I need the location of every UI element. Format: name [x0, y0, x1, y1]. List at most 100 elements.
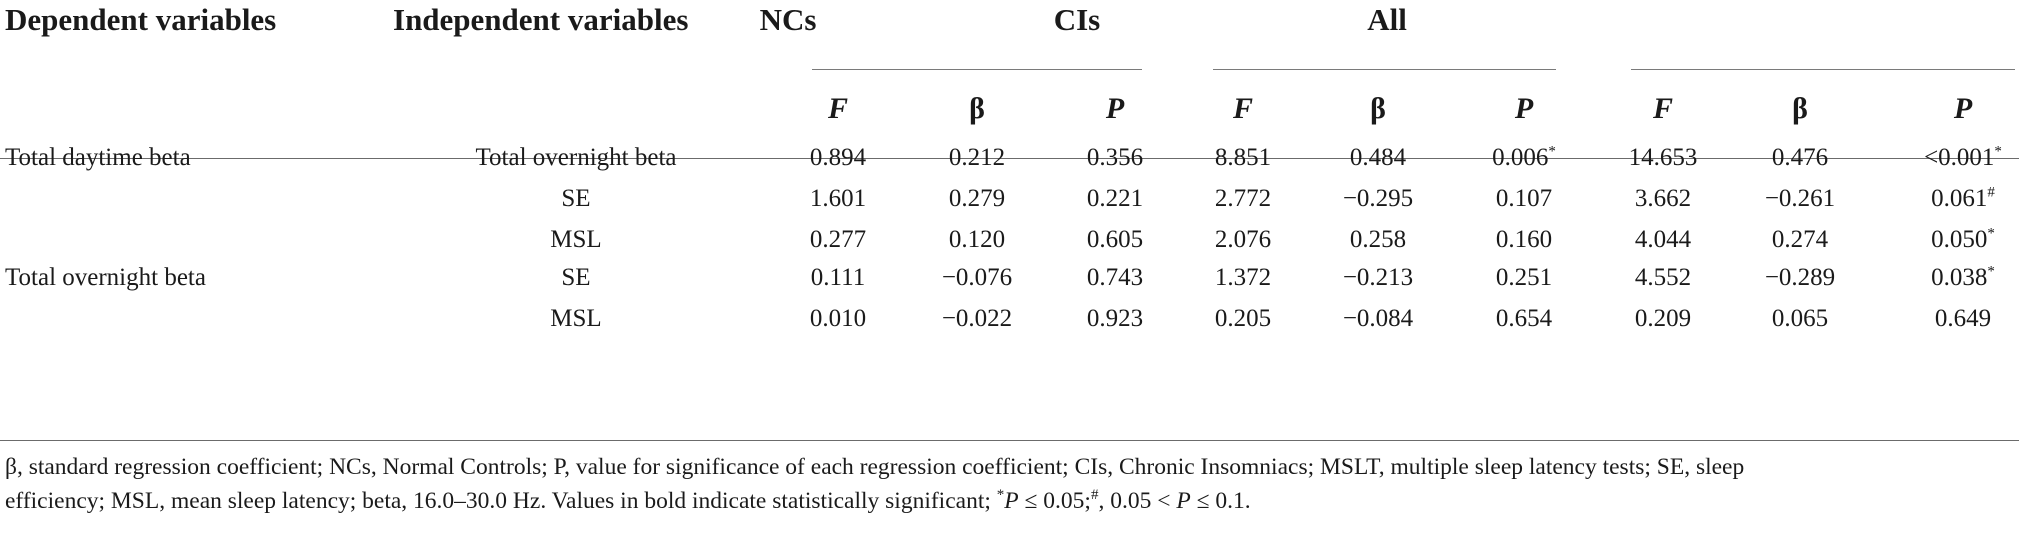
- subheader-all-beta: β: [1792, 92, 1808, 125]
- table-cell: 2.076: [1173, 226, 1313, 254]
- cell-value: 0.484: [1349, 144, 1407, 171]
- subheader-all-p: P: [1953, 92, 1973, 125]
- significance-mark: *: [1987, 225, 1995, 242]
- footnote-p-letter-2: P: [1176, 488, 1191, 514]
- table-cell: 0.356: [1045, 144, 1185, 172]
- table-cell: 0.743: [1045, 264, 1185, 292]
- cell-value: 0.065: [1771, 305, 1829, 332]
- cell-value: 0.649: [1934, 305, 1992, 332]
- table-cell: 4.552: [1593, 264, 1733, 292]
- cell-value: 0.894: [809, 144, 867, 171]
- table-bottom-rule: [0, 440, 2019, 441]
- table-cell: 0.277: [768, 226, 908, 254]
- table-cell: 0.923: [1045, 305, 1185, 333]
- row-independent-label: Total overnight beta: [475, 144, 677, 171]
- cell-value: 0.111: [810, 264, 866, 291]
- table-cell: 1.601: [768, 185, 908, 213]
- table-cell: 0.209: [1593, 305, 1733, 333]
- cell-value: 2.772: [1214, 185, 1272, 212]
- group-header-all: All: [1367, 2, 1407, 37]
- table-cell: 0.274: [1730, 226, 1870, 254]
- table-cell: −0.295: [1308, 185, 1448, 213]
- cell-value: 0.251: [1495, 264, 1553, 291]
- table-cell: 0.251: [1454, 264, 1594, 292]
- cell-value: 0.476: [1771, 144, 1829, 171]
- table-cell: −0.022: [907, 305, 1047, 333]
- table-cell: −0.084: [1308, 305, 1448, 333]
- cell-value: 0.605: [1086, 226, 1144, 253]
- table-cell: −0.213: [1308, 264, 1448, 292]
- significance-mark: *: [1994, 143, 2002, 160]
- table-cell: 0.221: [1045, 185, 1185, 213]
- group-rule-ncs: [812, 69, 1142, 70]
- cell-value: 0.010: [809, 305, 867, 332]
- cell-value: 0.279: [948, 185, 1006, 212]
- group-rule-all: [1631, 69, 2015, 70]
- footnote-text-c: , 0.05 <: [1098, 488, 1177, 514]
- row-independent-label: SE: [561, 264, 591, 291]
- cell-value: −0.261: [1764, 185, 1836, 212]
- table-cell: 0.120: [907, 226, 1047, 254]
- table-cell: 0.205: [1173, 305, 1313, 333]
- cell-value: 0.120: [948, 226, 1006, 253]
- table-cell: 0.279: [907, 185, 1047, 213]
- subheader-ncs-p: P: [1105, 92, 1125, 125]
- cell-value: 0.654: [1495, 305, 1553, 332]
- table-cell: 0.050*: [1893, 226, 2019, 254]
- cell-value: 2.076: [1214, 226, 1272, 253]
- cell-value: 0.274: [1771, 226, 1829, 253]
- table-cell: 0.258: [1308, 226, 1448, 254]
- cell-value: 3.662: [1634, 185, 1692, 212]
- header-dependent-variables: Dependent variables: [5, 2, 277, 37]
- table-cell: 0.649: [1893, 305, 2019, 333]
- table-cell: 0.111: [768, 264, 908, 292]
- significance-mark: #: [1987, 184, 1995, 201]
- group-header-cis: CIs: [1053, 2, 1101, 37]
- table-cell: 4.044: [1593, 226, 1733, 254]
- footnote-hash-symbol: #: [1090, 487, 1099, 504]
- table-cell: 0.160: [1454, 226, 1594, 254]
- cell-value: 0.160: [1495, 226, 1553, 253]
- cell-value: 0.277: [809, 226, 867, 253]
- cell-value: 8.851: [1214, 144, 1272, 171]
- table-cell: 0.006*: [1454, 144, 1594, 172]
- subheader-ncs-beta: β: [969, 92, 985, 125]
- subheader-ncs-f: F: [827, 92, 848, 125]
- table-cell: 0.484: [1308, 144, 1448, 172]
- table-cell: 0.605: [1045, 226, 1185, 254]
- cell-value: 0.050: [1931, 226, 1988, 253]
- cell-value: 0.038: [1931, 264, 1988, 291]
- subheader-cis-p: P: [1514, 92, 1534, 125]
- footnote-text-d: ≤ 0.1.: [1190, 488, 1251, 514]
- subheader-all-f: F: [1652, 92, 1673, 125]
- cell-value: 0.356: [1086, 144, 1144, 171]
- table-cell: 8.851: [1173, 144, 1313, 172]
- footnote-text-a: efficiency; MSL, mean sleep latency; bet…: [5, 488, 997, 514]
- group-rule-cis: [1213, 69, 1556, 70]
- table-cell: −0.289: [1730, 264, 1870, 292]
- table-cell: 14.653: [1593, 144, 1733, 172]
- table-cell: 0.212: [907, 144, 1047, 172]
- footnote-p-letter: P: [1004, 488, 1019, 514]
- header-independent-variables: Independent variables: [393, 2, 689, 37]
- cell-value: −0.022: [941, 305, 1013, 332]
- cell-value: 0.221: [1086, 185, 1144, 212]
- cell-value: 0.209: [1634, 305, 1692, 332]
- table-cell: 1.372: [1173, 264, 1313, 292]
- table-cell: 0.476: [1730, 144, 1870, 172]
- cell-value: 4.552: [1634, 264, 1692, 291]
- table-cell: 0.654: [1454, 305, 1594, 333]
- row-dependent-label: Total overnight beta: [5, 264, 206, 291]
- cell-value: <0.001: [1924, 144, 1995, 171]
- cell-value: 0.107: [1495, 185, 1553, 212]
- table-cell: <0.001*: [1893, 144, 2019, 172]
- cell-value: 0.205: [1214, 305, 1272, 332]
- subheader-cis-beta: β: [1370, 92, 1386, 125]
- table-cell: −0.261: [1730, 185, 1870, 213]
- header-bottom-rule: [0, 158, 2019, 159]
- cell-value: 1.601: [809, 185, 867, 212]
- cell-value: −0.289: [1764, 264, 1836, 291]
- footnote-text-b: ≤ 0.05;: [1018, 488, 1091, 514]
- cell-value: 14.653: [1628, 144, 1698, 171]
- cell-value: 0.061: [1931, 185, 1988, 212]
